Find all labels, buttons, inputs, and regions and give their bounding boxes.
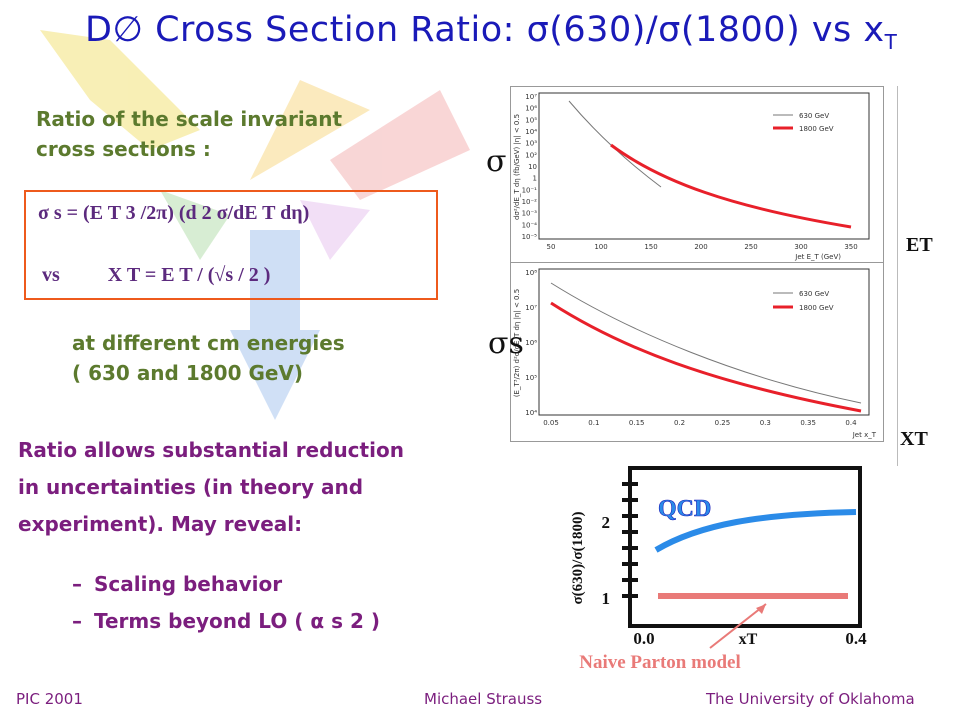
bottom-plot-xtick: 0.3 [760,419,771,427]
legend-1800-label: 1800 GeV [799,125,834,133]
top-plot-xlabel: Jet E_T (GeV) [794,253,841,261]
bottom-plot-xtick: 0.05 [543,419,559,427]
curve-630-top [568,100,662,188]
slide-title: D∅ Cross Section Ratio: σ(630)/σ(1800) v… [85,10,898,54]
sigma-label: σ [486,144,507,179]
intro-text: Ratio of the scale invariant cross secti… [36,104,342,164]
sigma-s-label: σs [488,326,524,361]
naive-arrow-line [709,603,767,649]
cm-line-2: ( 630 and 1800 GeV) [72,361,304,385]
sigma-vs-et-svg: dσ²/dE_T dη (fb/GeV) |η| < 0.5 10⁷ 10⁶ 10⁵… [513,92,870,261]
top-plot-xtick: 300 [794,243,807,251]
top-plot-ytick: 10⁻¹ [522,186,538,194]
top-plot-xtick: 350 [844,243,857,251]
top-plot-ytick: 10⁻² [522,198,538,206]
ratio-sketch: σ(630)/σ(1800) 2 1 0.0 0.4 xT QCD Naive … [570,466,867,673]
top-plot-xtick: 50 [547,243,556,251]
sigma-s-vs-xt-svg: (E_T³/2π) d²σ/dE_T dη |η| < 0.5 10⁸ 10⁷ 10… [513,268,877,439]
top-plot-ytick: 10⁶ [525,105,537,113]
formula-box: σ s = (E T 3 /2π) (d 2 σ/dE T dη) vs X T … [24,190,438,300]
top-plot-ytick: 10⁻³ [522,210,538,218]
plot-divider [897,86,898,466]
intro-line-2: cross sections : [36,137,211,161]
formula-xt: vs X T = E T / (√s / 2 ) [42,264,270,287]
bottom-plot-ytick: 10⁴ [525,409,537,417]
footer-left: PIC 2001 [16,690,83,708]
top-plot-ytick: 10² [525,151,537,159]
bottom-plot-xtick: 0.4 [845,419,857,427]
ratio-line-2: in uncertainties (in theory and [18,475,364,499]
bottom-plot-xtick: 0.35 [800,419,816,427]
bottom-plot-xtick: 0.1 [588,419,599,427]
bottom-plot-ytick: 10⁶ [525,339,537,347]
bullet-item: – Scaling behavior [72,572,283,596]
legend-630-label: 630 GeV [799,290,829,298]
sketch-y1: 1 [602,589,611,608]
sigma-s-vs-xt-plot: (E_T³/2π) d²σ/dE_T dη |η| < 0.5 10⁸ 10⁷ 10… [510,262,884,442]
sigma-vs-et-plot: dσ²/dE_T dη (fb/GeV) |η| < 0.5 10⁷ 10⁶ 10⁵… [510,86,884,264]
top-plot-ytick: 10³ [525,140,537,148]
bottom-plot-xtick: 0.2 [674,419,685,427]
formula-xt-def: X T = E T / (√s / 2 ) [107,264,271,286]
top-plot-ytick: 1 [533,175,537,183]
sketch-y2: 2 [602,513,611,532]
formula-vs: vs [42,264,60,286]
naive-arrow-head [756,604,766,614]
bullet-item: – Terms beyond LO ( α s 2 ) [72,609,380,633]
sketch-x1: 0.4 [845,629,867,648]
sketch-xlabel: xT [739,631,758,648]
et-label: ET [906,234,933,256]
cm-energies-text: at different cm energies ( 630 and 1800 … [72,328,345,388]
qcd-label: QCD [658,496,711,522]
bottom-plot-xtick: 0.25 [715,419,731,427]
sketch-ylabel: σ(630)/σ(1800) [570,512,586,605]
top-plot-ytick: 10⁵ [525,116,537,124]
top-plot-ytick: 10⁻⁵ [522,233,538,241]
ratio-line-3: experiment). May reveal: [18,512,303,536]
sketch-x0: 0.0 [633,629,654,648]
xt-label: XT [900,428,928,450]
footer-right: The University of Oklahoma [706,690,915,708]
curve-630-bottom [550,282,862,404]
ratio-line-1: Ratio allows substantial reduction [18,438,404,462]
naive-parton-label: Naive Parton model [579,652,740,673]
top-plot-ytick: 10 [528,163,537,171]
legend-1800-label: 1800 GeV [799,304,834,312]
ratio-text: Ratio allows substantial reduction in un… [18,432,404,543]
intro-line-1: Ratio of the scale invariant [36,107,343,131]
top-plot-ytick: 10⁻⁴ [522,221,538,229]
curve-1800-bottom [550,301,862,413]
curve-1800-top [610,143,852,229]
bottom-plot-ytick: 10⁵ [525,374,537,382]
bottom-plot-ytick: 10⁸ [525,269,537,277]
top-plot-xtick: 150 [644,243,657,251]
bottom-plot-ytick: 10⁷ [525,304,537,312]
top-plot-ytick: 10⁴ [525,128,537,136]
top-plot-ylabel: dσ²/dE_T dη (fb/GeV) |η| < 0.5 [513,114,521,220]
top-plot-xtick: 250 [744,243,757,251]
top-plot-xtick: 200 [694,243,707,251]
bottom-plot-ylabel: (E_T³/2π) d²σ/dE_T dη |η| < 0.5 [513,289,521,397]
formula-sigma-s: σ s = (E T 3 /2π) (d 2 σ/dE T dη) [38,202,310,224]
bullet-list: – Scaling behavior – Terms beyond LO ( α s… [72,566,380,640]
top-plot-xtick: 100 [594,243,607,251]
qcd-curve [654,509,857,553]
bottom-plot-xtick: 0.15 [629,419,645,427]
legend-630-label: 630 GeV [799,112,829,120]
cm-line-1: at different cm energies [72,331,345,355]
top-plot-ytick: 10⁷ [525,93,537,101]
footer-center: Michael Strauss [424,690,543,708]
bottom-plot-xlabel: Jet x_T [852,431,877,439]
